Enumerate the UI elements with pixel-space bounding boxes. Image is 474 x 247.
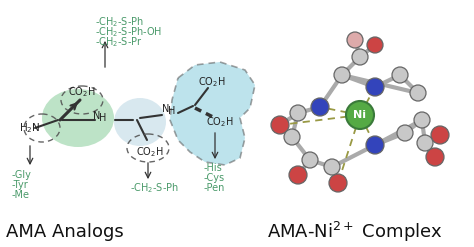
- Text: -His: -His: [204, 163, 223, 173]
- Ellipse shape: [114, 98, 166, 146]
- Polygon shape: [170, 62, 255, 165]
- Text: H: H: [168, 106, 176, 116]
- Circle shape: [397, 125, 413, 141]
- Text: CO$_2$H: CO$_2$H: [206, 115, 234, 129]
- Ellipse shape: [42, 89, 114, 147]
- Text: AMA Analogs: AMA Analogs: [6, 223, 124, 241]
- Text: N: N: [162, 104, 170, 114]
- Circle shape: [431, 126, 449, 144]
- Text: -Cys: -Cys: [204, 173, 225, 183]
- Circle shape: [410, 85, 426, 101]
- Circle shape: [311, 98, 329, 116]
- Text: N: N: [93, 111, 100, 121]
- Circle shape: [347, 32, 363, 48]
- Text: -CH$_2$-S-Ph: -CH$_2$-S-Ph: [130, 181, 179, 195]
- Circle shape: [290, 105, 306, 121]
- Circle shape: [271, 116, 289, 134]
- Circle shape: [417, 135, 433, 151]
- Text: -CH$_2$-S-Ph: -CH$_2$-S-Ph: [95, 15, 144, 29]
- Text: -Tyr: -Tyr: [12, 180, 29, 190]
- Text: -CH$_2$-S-Ph-OH: -CH$_2$-S-Ph-OH: [95, 25, 162, 39]
- Text: CO$_2$H: CO$_2$H: [68, 85, 96, 99]
- Circle shape: [302, 152, 318, 168]
- Circle shape: [366, 78, 384, 96]
- Circle shape: [414, 112, 430, 128]
- Text: CO$_2$H: CO$_2$H: [136, 145, 164, 159]
- Text: -Pen: -Pen: [204, 183, 225, 193]
- Text: AMA-Ni$^{2+}$ Complex: AMA-Ni$^{2+}$ Complex: [267, 220, 443, 244]
- Text: -CH$_2$-S-Pr: -CH$_2$-S-Pr: [95, 35, 143, 49]
- Text: -Gly: -Gly: [12, 170, 32, 180]
- Circle shape: [346, 101, 374, 129]
- Circle shape: [352, 49, 368, 65]
- Circle shape: [392, 67, 408, 83]
- Circle shape: [334, 67, 350, 83]
- Text: -Me: -Me: [12, 190, 30, 200]
- Circle shape: [366, 136, 384, 154]
- Text: Ni: Ni: [354, 110, 366, 120]
- Circle shape: [289, 166, 307, 184]
- Text: H: H: [100, 113, 107, 123]
- Text: CO$_2$H: CO$_2$H: [198, 75, 226, 89]
- Text: H$_2$N: H$_2$N: [19, 121, 41, 135]
- Circle shape: [367, 37, 383, 53]
- Circle shape: [324, 159, 340, 175]
- Circle shape: [284, 129, 300, 145]
- Circle shape: [329, 174, 347, 192]
- Circle shape: [426, 148, 444, 166]
